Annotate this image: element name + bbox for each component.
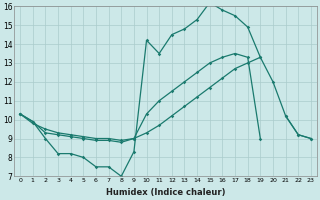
- X-axis label: Humidex (Indice chaleur): Humidex (Indice chaleur): [106, 188, 225, 197]
